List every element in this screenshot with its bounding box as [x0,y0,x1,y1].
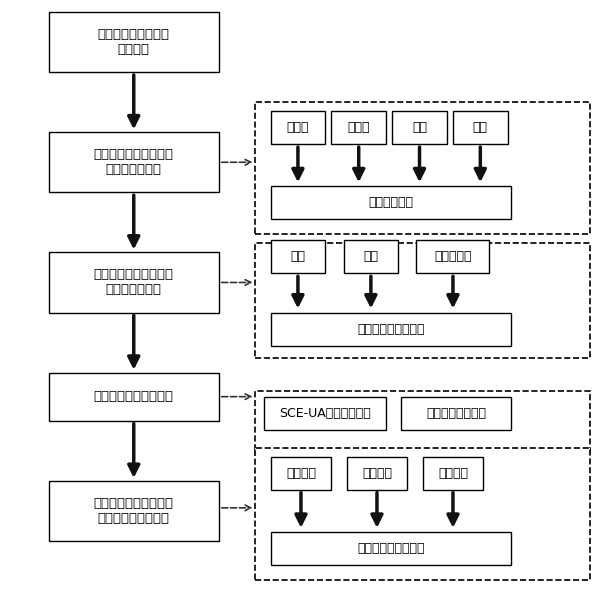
Text: SCE-UA算法参数确定: SCE-UA算法参数确定 [280,407,371,419]
Text: 预报模型参数范围: 预报模型参数范围 [426,407,486,419]
Text: 变权重综合目标函数: 变权重综合目标函数 [357,323,424,335]
Text: 流域面积: 流域面积 [362,467,392,480]
Text: 工程需求: 工程需求 [438,467,468,480]
Text: 洪峰: 洪峰 [291,251,305,263]
Text: 确定用于小流域次洪水
模拟的目标函数: 确定用于小流域次洪水 模拟的目标函数 [94,269,174,296]
Text: 蒸散发: 蒸散发 [347,121,370,134]
FancyBboxPatch shape [344,240,398,273]
Text: 降雨特性: 降雨特性 [286,467,316,480]
Text: 选择具有混合产流机制
的流域水文模型: 选择具有混合产流机制 的流域水文模型 [94,148,174,176]
FancyBboxPatch shape [264,397,386,430]
Text: 分水源: 分水源 [286,121,309,134]
FancyBboxPatch shape [347,457,407,490]
FancyBboxPatch shape [423,457,483,490]
FancyBboxPatch shape [49,132,219,192]
Text: 混合产流模型: 混合产流模型 [368,197,413,209]
FancyBboxPatch shape [271,186,511,219]
FancyBboxPatch shape [49,12,219,72]
Text: 洪量: 洪量 [364,251,378,263]
FancyBboxPatch shape [255,391,590,454]
FancyBboxPatch shape [49,252,219,313]
FancyBboxPatch shape [255,448,590,580]
FancyBboxPatch shape [392,111,447,144]
FancyBboxPatch shape [49,373,219,421]
Text: 判定率定的水文模型用
于次洪模拟的适用性: 判定率定的水文模型用 于次洪模拟的适用性 [94,497,174,525]
Text: 适用性三级评判标准: 适用性三级评判标准 [357,542,424,555]
FancyBboxPatch shape [271,111,325,144]
FancyBboxPatch shape [271,532,511,565]
Text: 洪水过程线: 洪水过程线 [434,251,472,263]
FancyBboxPatch shape [453,111,508,144]
FancyBboxPatch shape [331,111,386,144]
FancyBboxPatch shape [49,481,219,541]
FancyBboxPatch shape [255,102,590,234]
FancyBboxPatch shape [271,240,325,273]
Text: 典型雨洪过程资料收
集与处理: 典型雨洪过程资料收 集与处理 [98,28,170,56]
Text: 优选率定水文模型参数: 优选率定水文模型参数 [94,390,174,403]
FancyBboxPatch shape [271,457,331,490]
Text: 产流: 产流 [412,121,427,134]
FancyBboxPatch shape [401,397,511,430]
FancyBboxPatch shape [255,243,590,358]
FancyBboxPatch shape [416,240,489,273]
FancyBboxPatch shape [271,313,511,346]
Text: 汇流: 汇流 [473,121,488,134]
